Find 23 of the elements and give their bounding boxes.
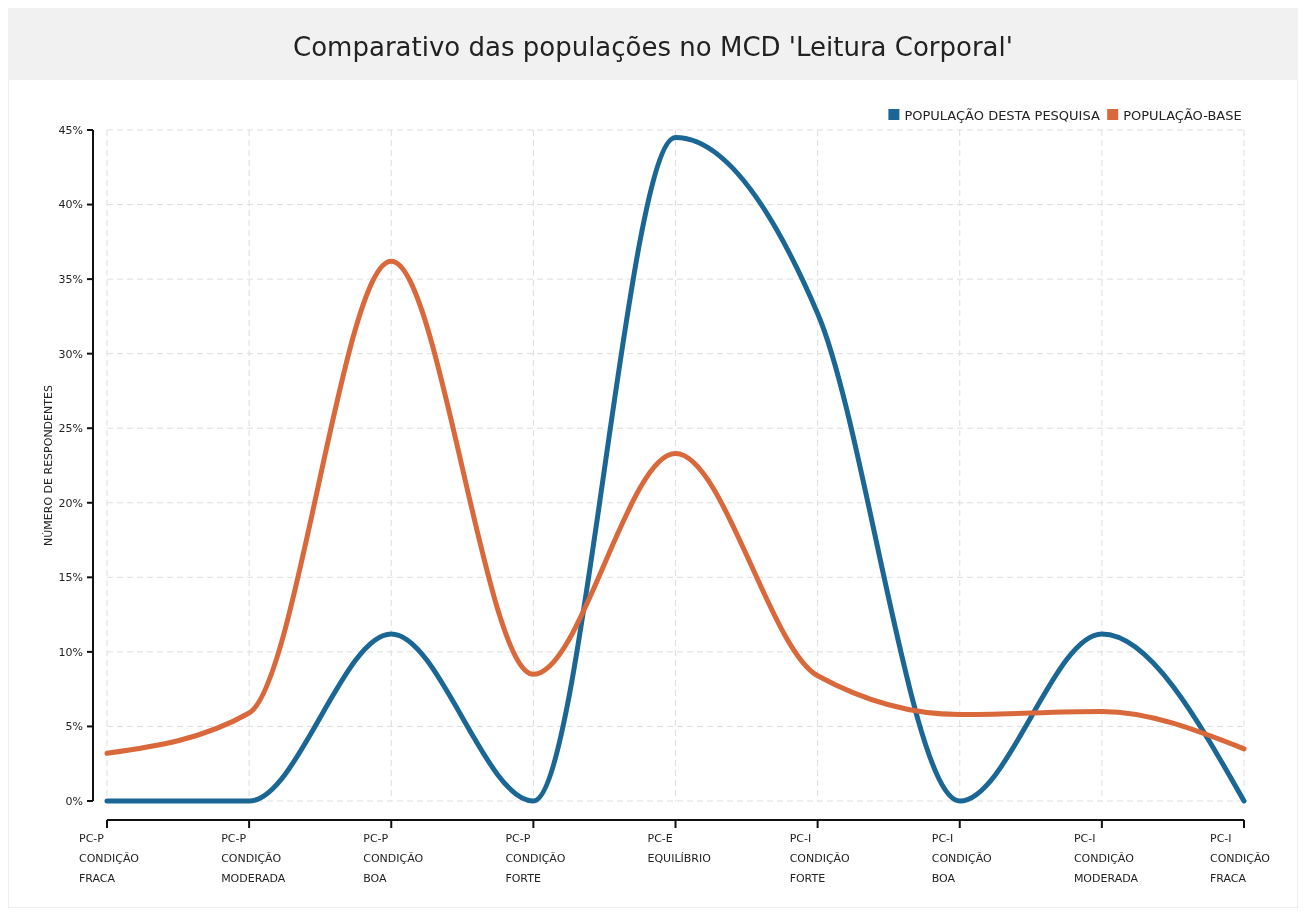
y-tick-label: 5% (65, 720, 83, 734)
x-tick-label: PC-I CONDIÇÃO BOA (931, 832, 993, 885)
y-tick-label: 15% (58, 571, 83, 585)
y-tick-label: 40% (58, 198, 83, 212)
x-tick-label: PC-P CONDIÇÃO FRACA (79, 832, 140, 885)
legend-label: POPULAÇÃO DESTA PESQUISA (904, 108, 1100, 123)
x-tick-label: PC-P CONDIÇÃO FORTE (505, 832, 566, 885)
y-tick-label: 0% (65, 794, 83, 808)
y-tick-label: 10% (58, 645, 83, 659)
chart-title: Comparativo das populações no MCD 'Leitura Corporal' (293, 32, 1013, 62)
x-tick-label: PC-E EQUILÍBRIO (647, 832, 712, 865)
x-tick-label: PC-I CONDIÇÃO FORTE (789, 832, 850, 885)
y-tick-label: 35% (58, 272, 83, 286)
y-tick-label: 20% (58, 496, 83, 510)
y-tick-label: 45% (58, 123, 83, 137)
x-tick-label: PC-P CONDIÇÃO MODERADA (221, 832, 286, 885)
x-tick-label: PC-P CONDIÇÃO BOA (363, 832, 424, 885)
y-tick-label: 25% (58, 422, 83, 436)
x-tick-label: PC-I CONDIÇÃO FRACA (1210, 832, 1271, 885)
y-axis-title: NÚMERO DE RESPONDENTES (42, 385, 55, 546)
y-tick-label: 30% (58, 347, 83, 361)
x-tick-label: PC-I CONDIÇÃO MODERADA (1073, 832, 1139, 885)
legend-label: POPULAÇÃO-BASE (1123, 108, 1242, 123)
